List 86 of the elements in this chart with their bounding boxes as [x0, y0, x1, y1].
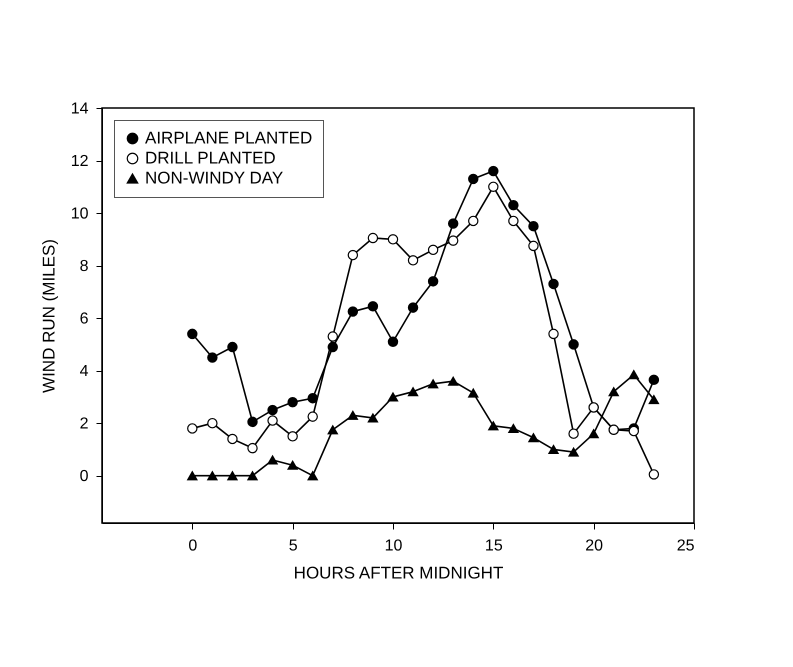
- y-tick-label: 6: [80, 310, 89, 328]
- y-tick-label: 12: [70, 153, 89, 170]
- legend-label: DRILL PLANTED: [145, 148, 276, 168]
- y-tick-label: 0: [80, 468, 89, 486]
- x-tick-label: 20: [585, 538, 604, 554]
- point: [388, 336, 398, 347]
- point: [368, 301, 378, 312]
- point: [548, 328, 559, 340]
- y-tick-label: 10: [70, 206, 89, 223]
- point: [508, 424, 519, 434]
- point: [548, 444, 559, 454]
- point: [368, 413, 378, 423]
- point: [348, 410, 358, 420]
- point: [408, 387, 418, 396]
- point: [348, 306, 358, 317]
- point: [247, 442, 258, 454]
- point: [468, 216, 478, 226]
- x-tick-label: 5: [288, 538, 298, 554]
- point: [568, 447, 579, 457]
- point: [267, 404, 278, 416]
- x-tick-label: 15: [484, 538, 503, 554]
- point: [428, 244, 438, 256]
- point: [267, 415, 278, 426]
- legend-label: AIRPLANE PLANTED: [145, 128, 312, 148]
- point: [207, 471, 218, 480]
- point: [227, 342, 238, 352]
- y-tick-label: 4: [80, 363, 89, 380]
- point: [287, 460, 298, 470]
- point: [488, 182, 499, 192]
- point: [348, 250, 358, 260]
- point: [187, 423, 198, 434]
- point: [468, 174, 478, 184]
- point: [227, 434, 238, 444]
- point: [628, 426, 640, 436]
- point: [207, 418, 218, 428]
- point: [588, 429, 599, 438]
- x-tick-label: 10: [384, 538, 402, 554]
- point: [568, 339, 579, 350]
- point: [468, 388, 478, 398]
- point: [448, 235, 458, 246]
- point: [528, 433, 539, 442]
- point: [308, 393, 318, 404]
- point: [187, 471, 198, 480]
- point: [247, 416, 258, 428]
- point: [328, 342, 338, 352]
- y-tick-label: 8: [80, 258, 89, 276]
- point: [508, 200, 519, 210]
- point: [428, 379, 438, 388]
- point: [388, 392, 398, 402]
- x-tick-label: 0: [188, 538, 198, 554]
- point: [388, 234, 398, 245]
- point: [528, 240, 539, 252]
- point: [247, 471, 258, 480]
- point: [628, 370, 640, 380]
- point: [287, 396, 298, 408]
- point: [568, 428, 579, 439]
- legend-label: NON-WINDY DAY: [145, 168, 284, 188]
- point: [428, 276, 438, 287]
- point: [287, 431, 298, 442]
- point: [408, 302, 418, 313]
- point: [448, 218, 458, 229]
- point: [187, 328, 198, 340]
- point: [488, 421, 499, 430]
- point: [207, 352, 218, 363]
- point: [608, 387, 619, 396]
- point: [328, 331, 338, 342]
- point: [448, 376, 458, 386]
- point: [488, 166, 499, 176]
- point: [308, 471, 318, 480]
- x-tick-label: 25: [676, 538, 695, 554]
- point: [648, 469, 660, 480]
- x-axis-title: HOURS AFTER MIDNIGHT: [294, 564, 504, 582]
- point: [308, 411, 318, 422]
- point: [227, 471, 238, 480]
- y-tick-label: 2: [80, 416, 89, 433]
- point: [648, 394, 660, 404]
- y-axis-title: WIND RUN (MILES): [40, 239, 59, 393]
- point: [508, 216, 519, 226]
- point: [267, 455, 278, 465]
- point: [368, 232, 378, 244]
- point: [528, 220, 539, 232]
- point: [648, 374, 660, 386]
- y-tick-label: 14: [70, 100, 89, 118]
- point: [408, 255, 418, 266]
- point: [328, 425, 338, 434]
- point: [548, 278, 559, 290]
